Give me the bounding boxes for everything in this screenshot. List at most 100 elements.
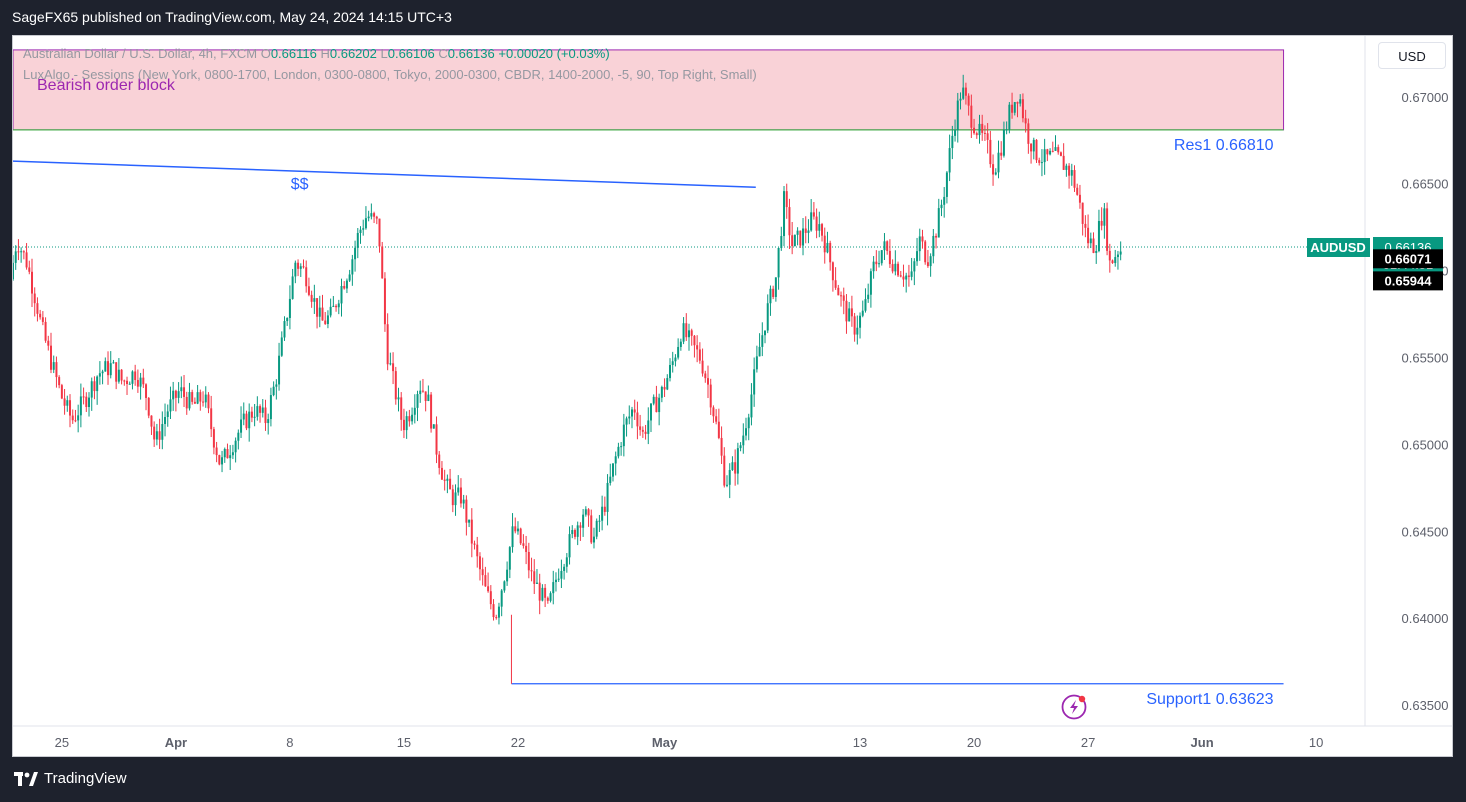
candle-body <box>853 316 856 335</box>
candle-body <box>416 394 419 408</box>
candle-body <box>845 300 848 322</box>
candle-body <box>728 470 731 485</box>
candle-body <box>1008 104 1011 130</box>
x-tick-label: 25 <box>55 735 69 750</box>
candle-body <box>897 263 900 276</box>
candle-body <box>36 303 39 314</box>
candle-body <box>688 330 690 338</box>
candle-body <box>641 429 644 432</box>
candle-body <box>248 411 251 429</box>
candle-body <box>150 415 153 427</box>
candle-body <box>541 587 544 601</box>
candle-body <box>652 396 655 404</box>
price-tag: 0.66071 <box>1385 251 1432 266</box>
candle-body <box>658 397 661 413</box>
candle-body <box>983 132 986 134</box>
candle-body <box>66 400 69 406</box>
candle-body <box>514 526 517 532</box>
candle-body <box>766 303 769 331</box>
candle-body <box>1040 162 1043 164</box>
symbol-tag-bg <box>1307 237 1370 257</box>
candle-body <box>69 400 72 416</box>
candle-body <box>636 412 639 427</box>
candle-body <box>1027 123 1030 144</box>
candle-body <box>606 482 609 512</box>
candle-body <box>840 295 843 297</box>
x-tick-label: 20 <box>967 735 981 750</box>
tradingview-logo-icon <box>14 771 38 786</box>
candle-body <box>172 390 175 400</box>
candle-body <box>1078 194 1081 203</box>
candle-body <box>639 426 642 430</box>
candle-body <box>478 556 481 570</box>
candle-body <box>250 411 253 418</box>
candle-body <box>492 604 495 618</box>
candle-body <box>294 262 297 277</box>
candle-body <box>916 251 919 262</box>
candle-body <box>869 271 872 295</box>
indicator-legend[interactable]: LuxAlgo - Sessions (New York, 0800-1700,… <box>23 67 757 82</box>
candle-body <box>1081 202 1084 224</box>
candle-body <box>888 250 891 265</box>
candle-body <box>747 417 750 429</box>
brand-footer[interactable]: TradingView <box>14 770 127 787</box>
candle-body <box>764 330 767 336</box>
candle-body <box>451 489 454 506</box>
candle-body <box>693 335 696 346</box>
candle-body <box>1089 238 1092 244</box>
x-tick-label: 27 <box>1081 735 1095 750</box>
candle-body <box>212 429 215 448</box>
candle-body <box>419 390 422 395</box>
candle-body <box>880 250 883 264</box>
candle-body <box>527 551 530 571</box>
candle-body <box>356 232 359 248</box>
candle-body <box>82 396 85 398</box>
candle-body <box>90 381 93 398</box>
candle-body <box>649 403 652 421</box>
candle-body <box>164 417 167 425</box>
candle-body <box>902 276 905 280</box>
candle-body <box>807 230 810 233</box>
y-tick-label: 0.64000 <box>1402 611 1449 626</box>
candle-body <box>188 392 191 409</box>
candle-body <box>302 266 305 268</box>
candle-body <box>666 378 669 390</box>
candle-body <box>443 479 446 481</box>
candle-body <box>644 431 647 434</box>
candle-body <box>237 432 240 441</box>
candle-body <box>210 408 213 430</box>
candle-body <box>883 241 886 251</box>
currency-button[interactable]: USD <box>1378 42 1446 69</box>
candle-body <box>427 394 430 401</box>
candle-body <box>193 401 196 404</box>
candle-body <box>918 236 921 252</box>
close-label: C <box>438 46 448 61</box>
candle-body <box>674 357 677 362</box>
candle-body <box>549 593 552 601</box>
candle-body <box>731 462 734 471</box>
candle-body <box>454 492 457 506</box>
candle-body <box>937 208 940 238</box>
chart-frame[interactable]: Bearish order block Res1 0.66810 Support1 … <box>12 35 1453 757</box>
candle-body <box>373 213 376 217</box>
candle-body <box>112 362 115 364</box>
candle-body <box>457 487 460 493</box>
candle-body <box>821 224 824 236</box>
candle-body <box>432 424 435 429</box>
candle-body <box>286 317 289 322</box>
candle-body <box>872 261 875 272</box>
candle-body <box>421 390 424 392</box>
candle-body <box>1011 104 1014 113</box>
candle-body <box>185 396 188 409</box>
candle-body <box>128 383 131 385</box>
candle-body <box>120 369 123 381</box>
price-chart[interactable]: Bearish order block Res1 0.66810 Support1 … <box>13 36 1453 757</box>
candle-body <box>592 536 595 543</box>
x-tick-label: 22 <box>511 735 525 750</box>
candle-body <box>1024 118 1027 124</box>
candle-body <box>945 172 948 197</box>
candle-body <box>229 455 232 459</box>
candle-body <box>525 545 528 552</box>
candle-body <box>837 287 840 296</box>
candle-body <box>1119 251 1122 255</box>
